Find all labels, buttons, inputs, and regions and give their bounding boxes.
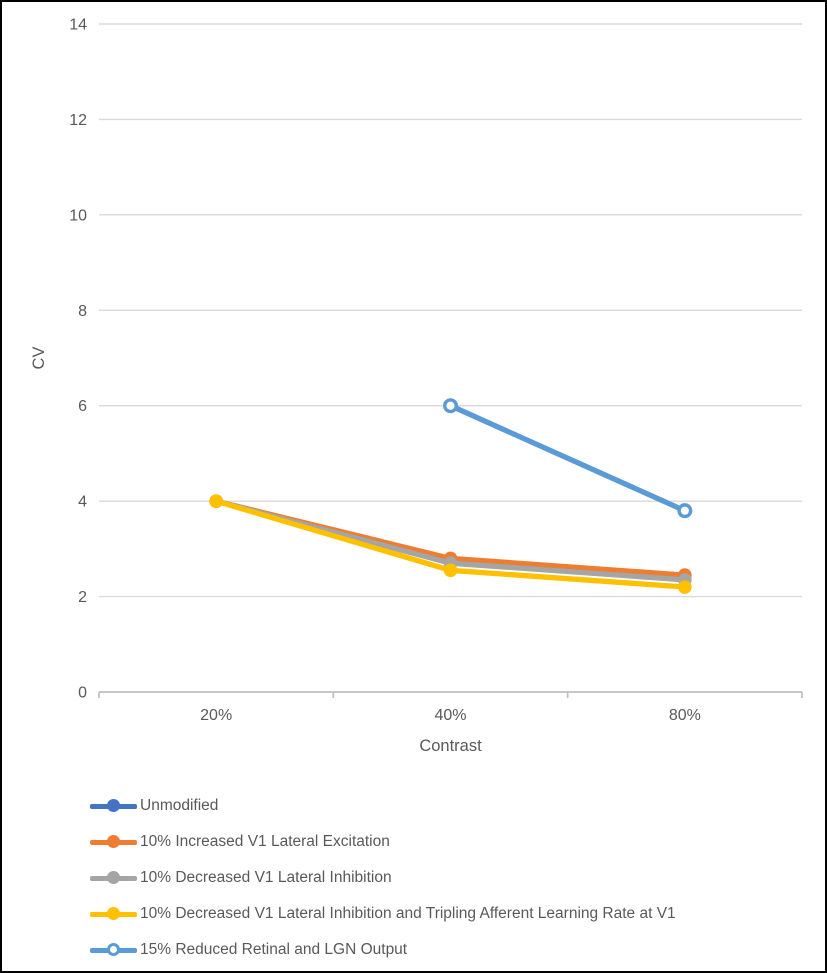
svg-text:12: 12 — [69, 112, 87, 129]
svg-text:Contrast: Contrast — [419, 737, 482, 755]
legend-label: 10% Decreased V1 Lateral Inhibition and … — [140, 905, 676, 923]
legend-marker-icon — [90, 835, 137, 849]
svg-text:10: 10 — [69, 207, 87, 224]
legend-item-increased-excitation: 10% Increased V1 Lateral Excitation — [90, 824, 676, 860]
svg-text:6: 6 — [78, 398, 87, 415]
legend-item-decreased-inhibition: 10% Decreased V1 Lateral Inhibition — [90, 860, 676, 896]
svg-text:CV: CV — [30, 347, 48, 370]
svg-text:14: 14 — [69, 17, 87, 34]
legend-label: Unmodified — [140, 797, 219, 815]
svg-text:0: 0 — [78, 685, 87, 702]
legend-label: 15% Reduced Retinal and LGN Output — [140, 941, 408, 959]
legend-label: 10% Increased V1 Lateral Excitation — [140, 833, 390, 851]
legend-item-decreased-inhibition-tripling: 10% Decreased V1 Lateral Inhibition and … — [90, 896, 676, 932]
svg-text:80%: 80% — [669, 707, 701, 724]
legend-label: 10% Decreased V1 Lateral Inhibition — [140, 869, 392, 887]
line-chart-plot: 0 2 4 6 8 10 12 14 20% 40% 80% Contrast CV — [30, 17, 803, 755]
svg-text:2: 2 — [78, 589, 87, 606]
svg-text:4: 4 — [78, 494, 87, 511]
legend-marker-icon — [90, 943, 137, 957]
chart-legend: Unmodified 10% Increased V1 Lateral Exci… — [90, 788, 676, 968]
legend-marker-icon — [90, 907, 137, 921]
svg-text:8: 8 — [78, 303, 87, 320]
svg-text:40%: 40% — [434, 707, 466, 724]
legend-item-reduced-retinal-lgn: 15% Reduced Retinal and LGN Output — [90, 932, 676, 968]
legend-marker-icon — [90, 871, 137, 885]
legend-marker-icon — [90, 799, 137, 813]
legend-item-unmodified: Unmodified — [90, 788, 676, 824]
svg-text:20%: 20% — [200, 707, 232, 724]
